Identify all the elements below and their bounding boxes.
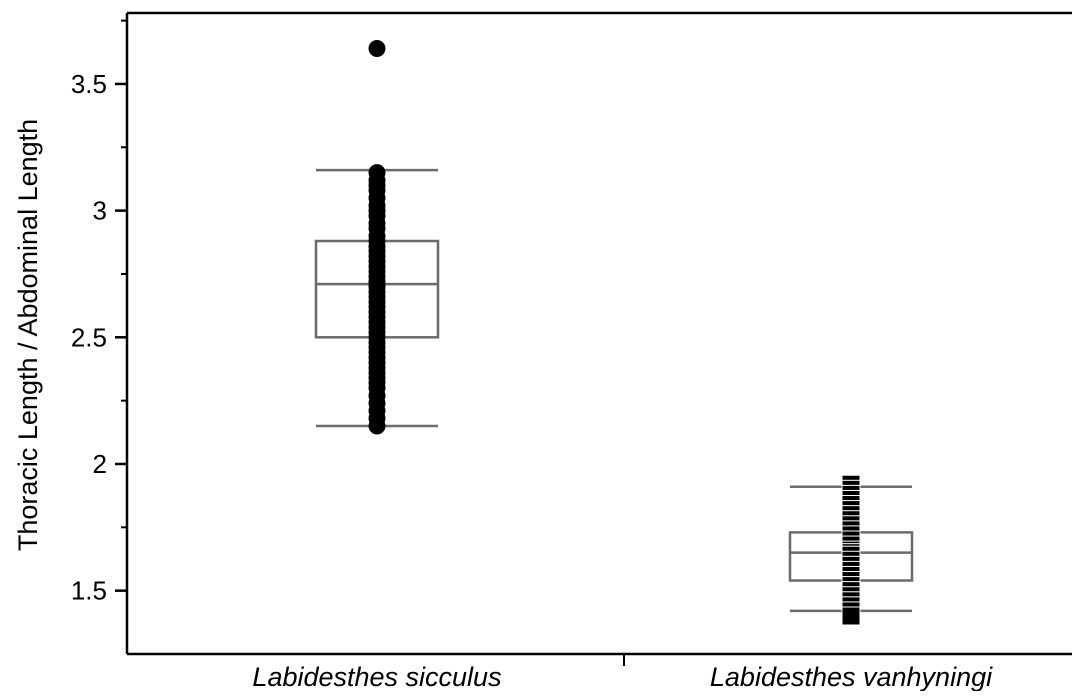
x-category-label: Labidesthes sicculus: [252, 662, 501, 691]
data-point: [841, 606, 861, 626]
x-category-label: Labidesthes vanhyningi: [710, 662, 993, 691]
y-tick-label: 3.5: [71, 69, 107, 99]
y-axis-title: Thoracic Length / Abdominal Length: [13, 119, 43, 551]
y-axis-ticks: 1.5 2 2.5 3 3.5: [71, 19, 127, 606]
y-tick-label: 2.5: [71, 322, 107, 352]
data-points: [368, 39, 861, 626]
point-group: [368, 39, 386, 435]
y-tick-label: 2: [93, 449, 107, 479]
y-tick-label: 1.5: [71, 576, 107, 606]
x-axis-ticks: Labidesthes sicculus Labidesthes vanhynin…: [252, 654, 993, 692]
y-tick-label: 3: [93, 196, 107, 226]
data-point: [368, 39, 386, 57]
box-groups: [314, 168, 914, 613]
point-group: [841, 474, 861, 626]
plot-frame: [125, 11, 1072, 656]
data-point: [368, 417, 386, 435]
